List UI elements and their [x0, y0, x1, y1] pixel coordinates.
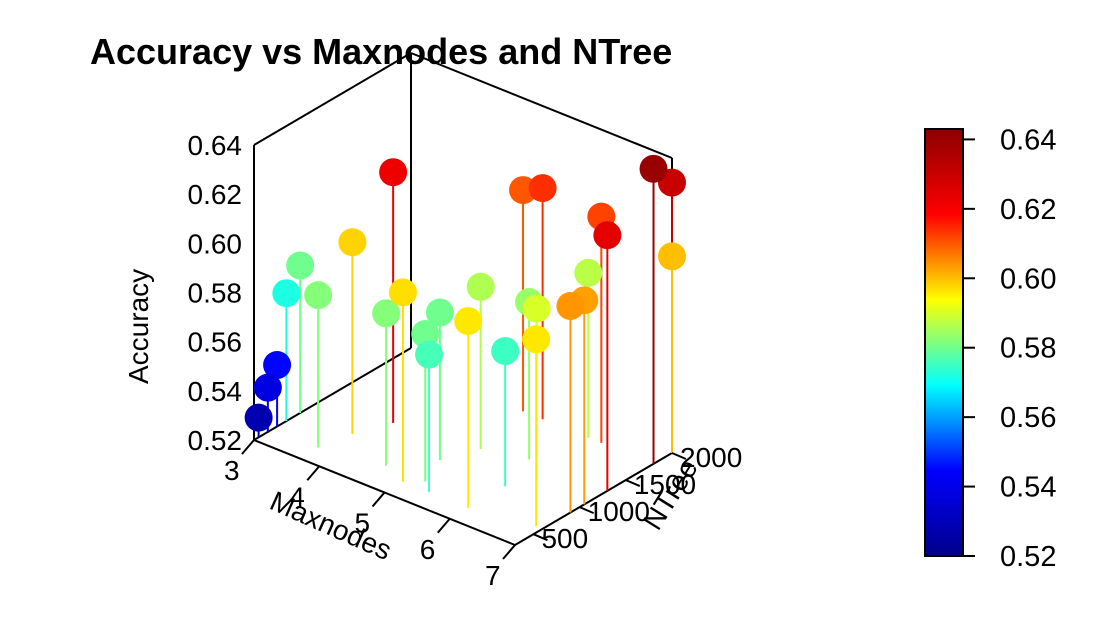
- data-point: [263, 351, 292, 380]
- colorbar-tick-label: 0.54: [1000, 472, 1056, 504]
- z-tick-label: 0.54: [188, 376, 243, 407]
- data-point: [528, 174, 557, 203]
- z-ticks: 0.52 0.54 0.56 0.58 0.60 0.62 0.64: [188, 130, 243, 456]
- back-floor-edge: [253, 347, 412, 441]
- y-tick-label: 500: [541, 523, 588, 554]
- y-tick-mark: [579, 506, 595, 515]
- data-point: [338, 228, 367, 257]
- data-point: [425, 298, 454, 327]
- data-point: [379, 158, 408, 187]
- z-tick-label: 0.60: [188, 228, 243, 259]
- y-tick-mark: [671, 452, 687, 460]
- data-point: [556, 292, 585, 321]
- data-point: [388, 278, 417, 307]
- x-tick-mark: [306, 465, 321, 481]
- data-point: [574, 258, 603, 287]
- x-tick-mark: [502, 544, 516, 560]
- data-point: [639, 154, 668, 183]
- y-tick-label: 1500: [634, 469, 696, 500]
- z-tick-label: 0.56: [188, 327, 243, 358]
- data-point: [372, 299, 401, 328]
- data-point: [522, 294, 551, 323]
- chart-title: Accuracy vs Maxnodes and NTree: [90, 31, 672, 72]
- data-point: [593, 221, 622, 250]
- data-point: [491, 337, 520, 366]
- x-ticks: 3 4 5 6 7: [224, 439, 516, 591]
- data-point: [286, 251, 315, 280]
- y-axis-line: [514, 452, 673, 546]
- colorbar: 0.52 0.54 0.56 0.58 0.60 0.62 0.64: [924, 124, 1056, 573]
- z-tick-label: 0.52: [188, 425, 243, 456]
- data-point: [253, 373, 282, 402]
- colorbar-tick-label: 0.56: [1000, 402, 1056, 434]
- colorbar-tick-label: 0.62: [1000, 194, 1056, 226]
- data-point: [304, 281, 333, 310]
- colorbar-ticks: 0.52 0.54 0.56 0.58 0.60 0.62 0.64: [963, 124, 1056, 573]
- x-tick-label: 3: [224, 455, 240, 486]
- y-tick-label: 2000: [680, 442, 742, 473]
- data-point: [272, 279, 301, 308]
- colorbar-tick-label: 0.60: [1000, 263, 1056, 295]
- x-tick-label: 6: [420, 534, 436, 565]
- x-tick-label: 5: [355, 508, 371, 539]
- x-axis-label: Maxnodes: [266, 485, 397, 566]
- y-tick-label: 1000: [588, 496, 650, 527]
- y-tick-mark: [533, 533, 548, 542]
- data-point: [415, 340, 444, 369]
- colorbar-gradient: [924, 128, 964, 557]
- data-point: [522, 325, 551, 354]
- colorbar-tick-label: 0.64: [1000, 124, 1056, 156]
- x-tick-mark: [436, 518, 451, 534]
- y-tick-mark: [625, 479, 641, 487]
- colorbar-tick-label: 0.58: [1000, 333, 1056, 365]
- z-axis-label: Accuracy: [123, 269, 154, 384]
- x-tick-label: 7: [485, 560, 501, 591]
- top-right-edge: [410, 52, 673, 159]
- x-tick-label: 4: [289, 481, 305, 512]
- colorbar-tick-label: 0.52: [1000, 541, 1056, 573]
- x-tick-mark: [241, 439, 255, 455]
- data-point: [658, 242, 686, 271]
- top-back-edge: [253, 52, 412, 146]
- data-points: [244, 154, 686, 432]
- z-tick-label: 0.64: [188, 130, 243, 161]
- z-tick-label: 0.62: [188, 179, 243, 210]
- x-tick-mark: [371, 491, 386, 508]
- data-point: [466, 272, 495, 301]
- data-point: [454, 307, 483, 336]
- z-tick-label: 0.58: [188, 278, 243, 309]
- data-point: [244, 403, 273, 432]
